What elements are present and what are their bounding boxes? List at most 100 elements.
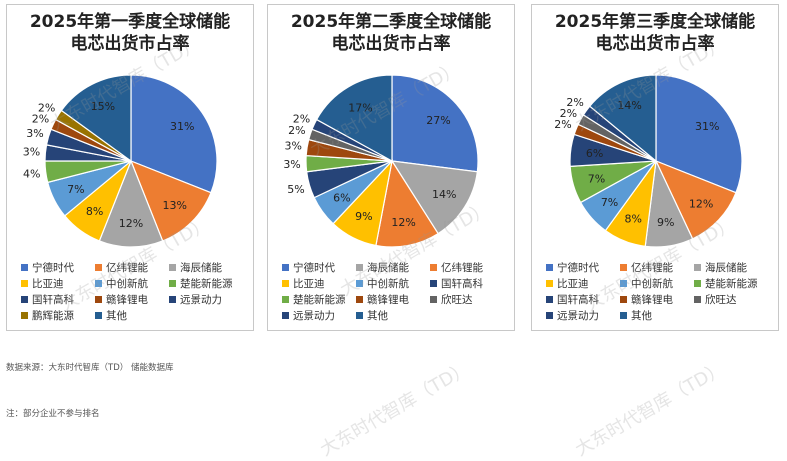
data-label: 17%: [348, 102, 372, 115]
data-label: 12%: [119, 217, 143, 230]
legend-swatch: [546, 295, 553, 303]
legend-label: 欣旺达: [441, 294, 473, 306]
legend-label: 国轩高科: [32, 294, 74, 306]
legend-swatch: [430, 263, 437, 271]
legend-label: 鹏辉能源: [32, 310, 74, 322]
pie-slice: [375, 159, 439, 248]
legend-label: 欣旺达: [705, 294, 737, 306]
data-label: 12%: [391, 216, 415, 229]
pie-slice: [129, 159, 212, 242]
legend-item: 其他: [356, 308, 388, 324]
data-label: 7%: [601, 196, 618, 209]
legend-swatch: [282, 295, 289, 303]
legend-label: 宁德时代: [32, 262, 74, 274]
legend-item: 海辰储能: [169, 260, 222, 276]
legend-item: 中创新航: [95, 276, 148, 292]
legend-item: 赣锋锂电: [620, 292, 673, 308]
footer-source: 数据来源：大东时代智库（TD） 储能数据库: [6, 363, 174, 373]
legend-label: 楚能新能源: [293, 294, 346, 306]
pie-slice: [390, 160, 478, 235]
data-label: 2%: [554, 118, 571, 131]
legend-item: 欣旺达: [694, 292, 737, 308]
pie-chart: 27% 14% 12% 9% 6% 5% 3% 3% 2%2% 17%: [283, 74, 479, 248]
pie-slice: [588, 74, 657, 163]
data-label: 4%: [23, 168, 40, 181]
legend-item: 楚能新能源: [694, 276, 758, 292]
legend-swatch: [694, 279, 701, 287]
legend-label: 亿纬锂能: [631, 262, 673, 274]
data-label: 2%: [566, 96, 583, 109]
data-label: 2%: [288, 124, 305, 137]
data-label: 7%: [588, 172, 605, 185]
pie-slice: [654, 159, 737, 240]
legend-item: 远景动力: [282, 308, 335, 324]
legend-swatch: [430, 279, 437, 287]
legend-item: 亿纬锂能: [95, 260, 148, 276]
legend-item: 亿纬锂能: [620, 260, 673, 276]
legend-item: 比亚迪: [21, 276, 64, 292]
chart-panel-q3: 2025年第三季度全球储能电芯出货市占率 31% 12% 9% 8% 7% 7% 6% 2% 2%…: [531, 4, 779, 331]
legend-label: 比亚迪: [293, 278, 325, 290]
legend-item: 宁德时代: [282, 260, 335, 276]
legend-label: 赣锋锂电: [367, 294, 409, 306]
legend-label: 远景动力: [557, 310, 599, 322]
legend-label: 国轩高科: [441, 278, 483, 290]
data-label: 14%: [432, 188, 456, 201]
legend-item: 比亚迪: [546, 276, 589, 292]
legend-item: 鹏辉能源: [21, 308, 74, 324]
legend-swatch: [21, 263, 28, 271]
data-label: 9%: [657, 216, 674, 229]
data-label: 31%: [695, 120, 719, 133]
chart-title: 2025年第二季度全球储能电芯出货市占率: [290, 12, 492, 54]
data-label: 27%: [426, 114, 450, 127]
pie-chart: 31% 13% 12% 8%7% 4% 3% 3% 2%2% 15%: [23, 74, 218, 248]
pie-slice: [655, 74, 743, 194]
data-label: 6%: [586, 147, 603, 160]
data-label: 2%: [293, 112, 310, 125]
data-label: 3%: [283, 158, 300, 171]
chart-panel-q1: 2025年第一季度全球储能电芯出货市占率 31% 13% 12% 8% 7% 4% 3% 3% 2…: [6, 4, 254, 331]
legend-swatch: [169, 263, 176, 271]
legend-swatch: [546, 279, 553, 287]
pie-chart: 31%12%9%8%7%7%6%2%2%2% 14%: [554, 74, 743, 248]
legend-item: 远景动力: [169, 292, 222, 308]
legend-label: 中创新航: [367, 278, 409, 290]
legend-swatch: [620, 279, 627, 287]
data-label: 31%: [170, 120, 194, 133]
legend-swatch: [430, 295, 437, 303]
legend-swatch: [356, 263, 363, 271]
legend-swatch: [546, 311, 553, 319]
data-label: 8%: [624, 213, 641, 226]
legend-label: 比亚迪: [32, 278, 64, 290]
legend-label: 亿纬锂能: [441, 262, 483, 274]
pie-slice: [315, 74, 393, 163]
legend-label: 赣锋锂电: [631, 294, 673, 306]
data-label: 13%: [163, 199, 187, 212]
legend-label: 海辰储能: [180, 262, 222, 274]
legend-swatch: [356, 295, 363, 303]
legend-item: 国轩高科: [546, 292, 599, 308]
legend-swatch: [95, 295, 102, 303]
legend-label: 宁德时代: [557, 262, 599, 274]
legend-item: 中创新航: [620, 276, 673, 292]
legend-item: 欣旺达: [430, 292, 473, 308]
watermark: 大东时代智库（TD）: [316, 357, 474, 461]
legend-label: 比亚迪: [557, 278, 589, 290]
chart-title: 2025年第三季度全球储能电芯出货市占率: [554, 12, 756, 54]
legend-swatch: [21, 279, 28, 287]
legend-item: 宁德时代: [546, 260, 599, 276]
legend-swatch: [620, 295, 627, 303]
legend-item: 赣锋锂电: [356, 292, 409, 308]
legend-label: 赣锋锂电: [106, 294, 148, 306]
legend-label: 其他: [367, 310, 388, 322]
pie-slice: [60, 74, 132, 163]
data-label: 2%: [560, 107, 577, 120]
legend-label: 远景动力: [180, 294, 222, 306]
legend-swatch: [356, 279, 363, 287]
legend-label: 中创新航: [106, 278, 148, 290]
legend-swatch: [95, 263, 102, 271]
legend-swatch: [169, 279, 176, 287]
legend-item: 国轩高科: [21, 292, 74, 308]
chart-title: 2025年第一季度全球储能电芯出货市占率: [29, 12, 231, 54]
pie-slice: [130, 74, 218, 194]
